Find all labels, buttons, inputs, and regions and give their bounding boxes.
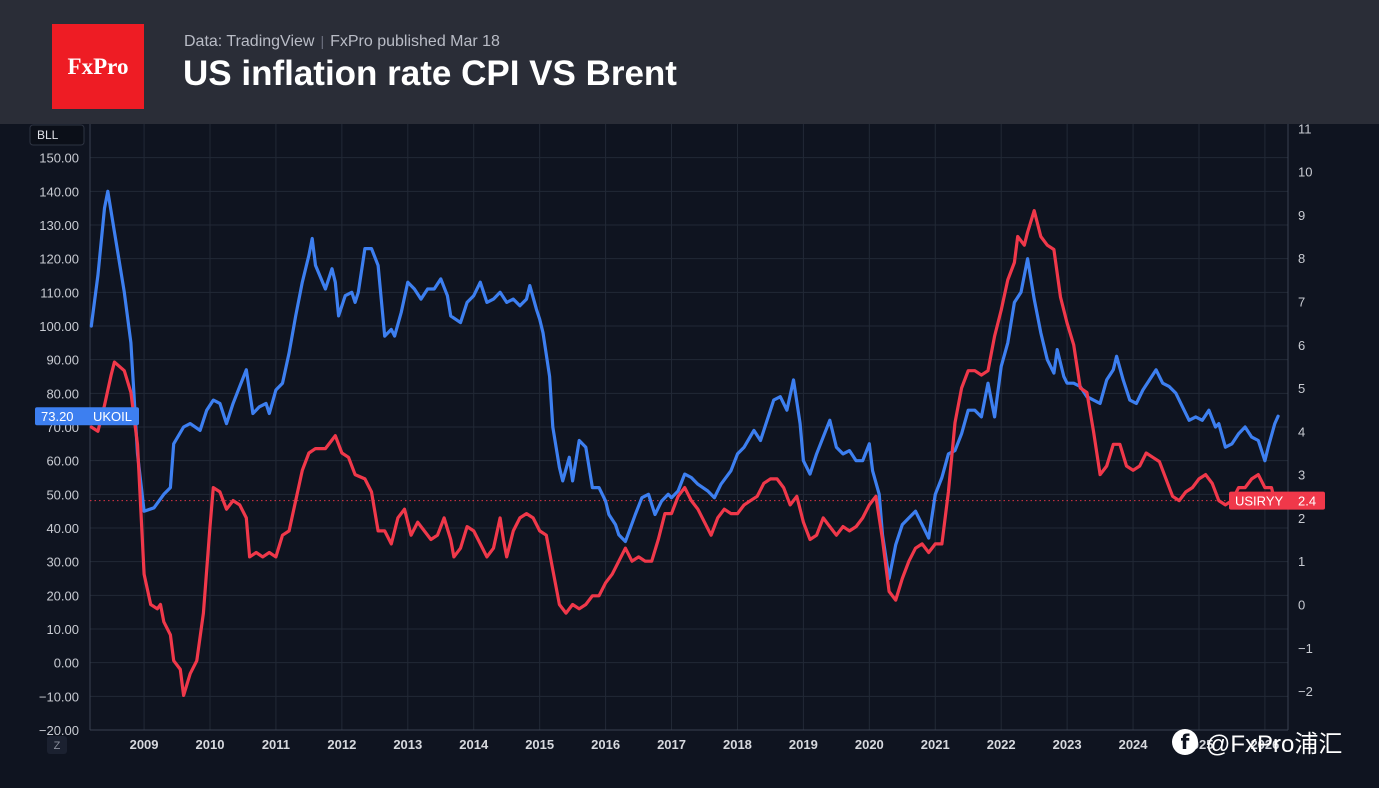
left-tick-label-0: −20.00 (39, 723, 79, 738)
chart-svg: −20.00 −10.00 0.00 10.00 20.00 30.00 40.00 50.0… (29, 124, 1325, 754)
left-tick-label-16: 140.00 (39, 184, 79, 199)
left-tick-label-15: 130.00 (39, 218, 79, 233)
x-tick-label-8: 2017 (657, 737, 686, 752)
usiryy-series-name: USIRYY (1235, 494, 1283, 509)
right-tick-label-1: −1 (1298, 641, 1313, 656)
right-tick-label-11: 9 (1298, 208, 1305, 223)
left-tick-label-8: 60.00 (46, 454, 79, 469)
x-tick-label-17: 2026 (1250, 737, 1279, 752)
x-tick-label-0: 2009 (130, 737, 159, 752)
chart-area: −20.00 −10.00 0.00 10.00 20.00 30.00 40.00 50.0… (0, 124, 1379, 788)
left-tick-label-6: 40.00 (46, 521, 79, 536)
facebook-f-icon: f (1172, 728, 1198, 755)
x-tick-label-13: 2022 (987, 737, 1016, 752)
left-tick-label-7: 50.00 (46, 487, 79, 502)
x-tick-label-3: 2012 (327, 737, 356, 752)
chart-title: US inflation rate CPI VS Brent (183, 54, 677, 93)
left-axis-badge (29, 124, 85, 146)
left-tick-label-12: 100.00 (39, 319, 79, 334)
ukoil-series-name: UKOIL (93, 409, 132, 424)
x-tick-label-7: 2016 (591, 737, 620, 752)
x-tick-label-6: 2015 (525, 737, 554, 752)
usiryy-last-value: 2.4 (1298, 494, 1316, 509)
right-tick-label-10: 8 (1298, 251, 1305, 266)
data-source: Data: TradingView (184, 33, 315, 50)
right-tick-label-13: 11 (1298, 124, 1312, 136)
left-tick-label-11: 90.00 (46, 353, 79, 368)
left-axis-label: BLL (37, 128, 59, 142)
z-badge (47, 736, 67, 754)
x-tick-label-2: 2011 (262, 737, 290, 752)
right-tick-label-0: −2 (1298, 684, 1313, 699)
series-line-usiryy (89, 209, 1280, 697)
left-tick-label-5: 30.00 (46, 555, 79, 570)
x-tick-label-15: 2024 (1119, 737, 1149, 752)
left-tick-label-3: 10.00 (46, 622, 79, 637)
left-tick-label-14: 120.00 (39, 252, 79, 267)
separator: | (320, 33, 325, 49)
left-tick-label-1: −10.00 (39, 689, 79, 704)
ukoil-last-value: 73.20 (41, 409, 74, 424)
series-line-ukoil (89, 189, 1280, 581)
right-tick-label-12: 10 (1298, 165, 1312, 180)
z-label: Z (54, 740, 61, 752)
watermark: f @FxPro浦汇 (1172, 724, 1342, 759)
left-tick-label-17: 150.00 (39, 151, 79, 166)
right-tick-label-8: 6 (1298, 338, 1305, 353)
right-tick-label-7: 5 (1298, 381, 1305, 396)
x-tick-label-5: 2014 (459, 737, 489, 752)
right-tick-label-6: 4 (1298, 424, 1305, 439)
x-tick-label-11: 2020 (855, 737, 884, 752)
left-tick-label-2: 0.00 (54, 656, 79, 671)
left-tick-label-10: 80.00 (46, 386, 79, 401)
fxpro-logo: FxPro (52, 24, 144, 109)
right-tick-label-3: 1 (1298, 554, 1305, 569)
header: FxPro Data: TradingView | FxPro published … (0, 0, 1379, 124)
x-tick-label-1: 2010 (196, 737, 225, 752)
x-tick-label-9: 2018 (723, 737, 752, 752)
right-tick-label-9: 7 (1298, 294, 1305, 309)
publisher: FxPro published Mar 18 (330, 33, 500, 50)
x-tick-label-10: 2019 (789, 737, 818, 752)
x-tick-label-14: 2023 (1053, 737, 1082, 752)
x-tick-label-4: 2013 (393, 737, 422, 752)
ukoil-label-badge (35, 407, 139, 426)
left-tick-label-4: 20.00 (46, 588, 79, 603)
source-line: Data: TradingView | FxPro published Mar 18 (184, 33, 500, 51)
right-tick-label-5: 3 (1298, 468, 1305, 483)
right-tick-label-2: 0 (1298, 597, 1305, 612)
watermark-text: @FxPro浦汇 (1206, 731, 1343, 758)
right-tick-label-4: 2 (1298, 511, 1305, 526)
x-tick-label-12: 2021 (921, 737, 950, 752)
left-tick-label-13: 110.00 (40, 285, 79, 300)
usiryy-label-badge (1229, 491, 1325, 510)
